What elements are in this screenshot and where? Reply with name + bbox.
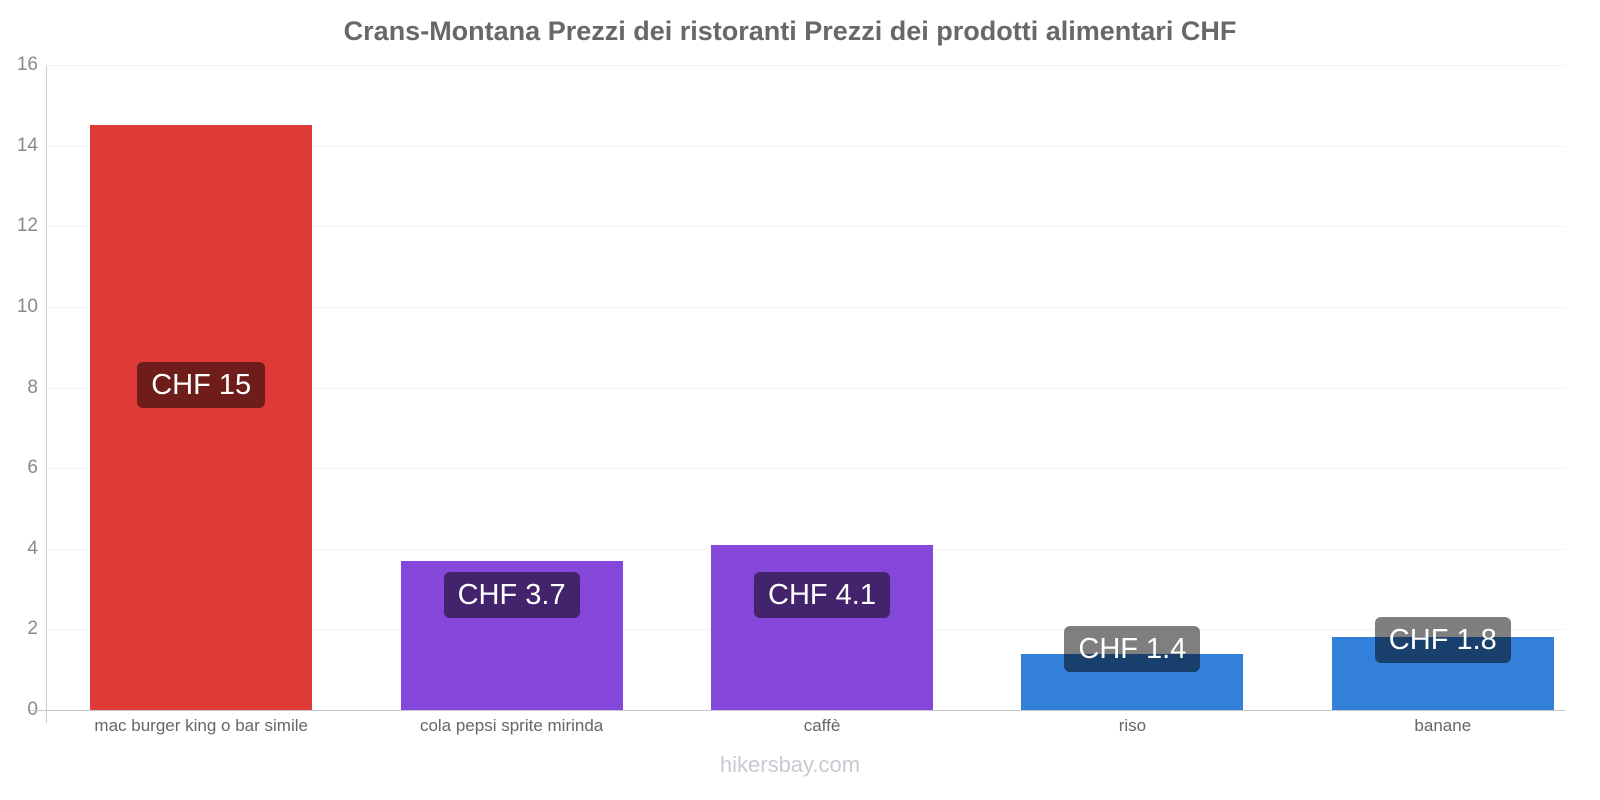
y-axis-line	[46, 65, 47, 723]
y-axis-tick-label: 6	[27, 457, 38, 479]
bar-value-label: CHF 15	[137, 362, 266, 409]
gridline-y-16	[46, 65, 1565, 66]
gridline-y-14	[46, 145, 1565, 147]
x-axis-category-label: banane	[1414, 716, 1472, 735]
y-axis-tick-label: 8	[27, 376, 38, 398]
y-axis-tick-label: 16	[16, 54, 38, 75]
y-axis-tick-label: 12	[16, 215, 38, 237]
x-axis-category-label: caffè	[803, 716, 841, 735]
bar-value-label: CHF 4.1	[754, 571, 890, 618]
bar-value-label: CHF 1.4	[1064, 625, 1201, 672]
y-axis-tick-label: 2	[27, 618, 38, 640]
watermark-hikersbay: hikersbay.com	[719, 752, 861, 777]
y-axis-tick-label: 0	[0, 699, 38, 721]
gridline-y-12	[46, 226, 1565, 228]
gridline-y-10	[46, 306, 1565, 308]
chart-title: Crans-Montana Prezzi dei ristoranti Prez…	[343, 16, 1237, 46]
bar-value-label: CHF 3.7	[443, 571, 580, 618]
y-axis-tick-label: 4	[27, 537, 38, 559]
bar-caffè[interactable]	[711, 544, 933, 710]
bar-value-label: CHF 1.8	[1374, 617, 1511, 664]
y-axis-tick-label: 14	[16, 134, 38, 156]
gridline-y-8	[46, 387, 1565, 389]
gridline-y-6	[46, 468, 1565, 470]
x-axis-category-label: riso	[1118, 716, 1147, 735]
zero-tick-mark	[30, 710, 46, 711]
y-axis-tick-label: 10	[16, 295, 38, 317]
bar-mac-burger-king-o-bar-simile[interactable]	[90, 125, 313, 710]
x-axis-category-label: cola pepsi sprite mirinda	[419, 716, 604, 735]
x-axis-line	[46, 710, 1565, 711]
x-axis-category-label: mac burger king o bar simile	[94, 716, 308, 735]
